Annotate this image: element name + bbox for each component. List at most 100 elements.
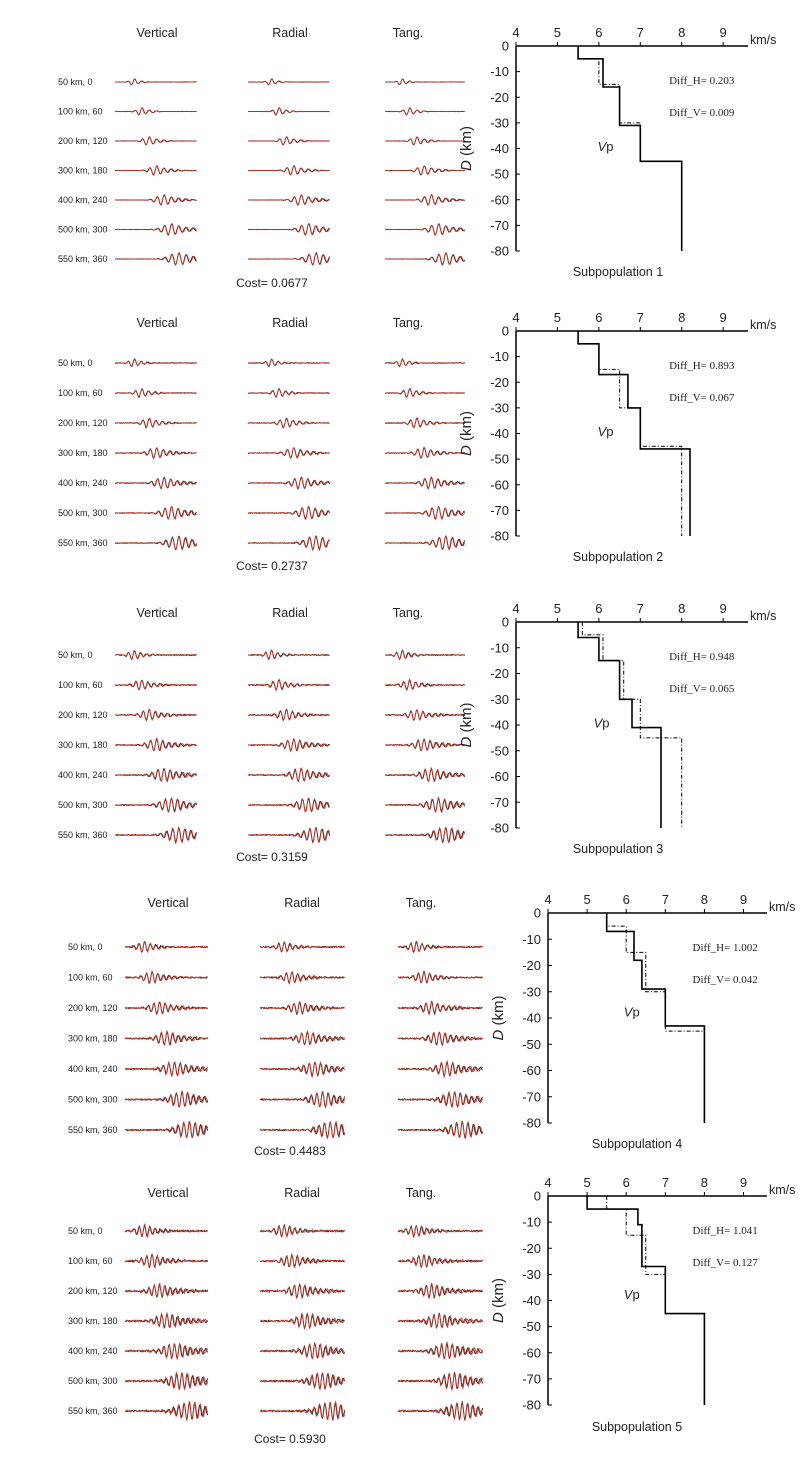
synthetic-trace xyxy=(384,251,465,266)
station-label: 300 km, 180 xyxy=(58,166,108,176)
column-header-3: Tang. xyxy=(406,1186,437,1200)
station-label: 200 km, 120 xyxy=(58,136,108,146)
synthetic-trace xyxy=(124,1029,209,1046)
velocity-depth-plot: 4 5 6 7 8 9 km/s 0 -10 -20 -30 -40 -50 -60 -70 -80 D (km… xyxy=(458,601,776,836)
vp-profile-label-symbol: V xyxy=(624,1287,634,1302)
synthetic-trace xyxy=(247,136,330,146)
synthetic-trace xyxy=(114,737,197,752)
depth-tick-label: -10 xyxy=(490,349,509,364)
depth-tick-label: -80 xyxy=(522,1398,541,1413)
station-label: 500 km, 300 xyxy=(58,800,108,810)
depth-tick-label: -50 xyxy=(490,452,509,467)
depth-axis-title: D (km) xyxy=(490,995,507,1040)
depth-axis-title: D (km) xyxy=(458,702,475,747)
depth-axis-title-symbol: D xyxy=(490,1312,507,1323)
vp-profile-label-symbol: V xyxy=(598,424,608,439)
synthetic-trace xyxy=(114,417,197,429)
synthetic-trace xyxy=(397,1090,484,1109)
model-velocity-profile xyxy=(577,622,662,828)
synthetic-trace xyxy=(124,940,209,954)
vp-profile-label-subscript: p xyxy=(632,1287,639,1302)
velocity-depth-plot: 4 5 6 7 8 9 km/s 0 -10 -20 -30 -40 -50 -60 -70 -80 D (km… xyxy=(490,1175,795,1413)
synthetic-trace xyxy=(115,797,197,814)
depth-tick-label: -70 xyxy=(490,503,509,518)
synthetic-trace xyxy=(247,358,330,368)
station-label: 550 km, 360 xyxy=(58,254,108,264)
velocity-tick-label: 5 xyxy=(583,1175,590,1190)
depth-tick-label: -20 xyxy=(490,375,509,390)
depth-tick-label: 0 xyxy=(534,1189,541,1204)
depth-tick-label: -50 xyxy=(490,743,509,758)
velocity-tick-label: 4 xyxy=(512,25,519,40)
station-label: 400 km, 240 xyxy=(68,1064,118,1074)
synthetic-trace xyxy=(397,1120,483,1140)
synthetic-trace xyxy=(124,1311,209,1329)
synthetic-trace xyxy=(114,78,197,86)
cost-value: Cost= 0.5930 xyxy=(254,1432,326,1446)
vp-profile-label-symbol: V xyxy=(624,1005,634,1020)
column-header-2: Radial xyxy=(272,316,307,330)
synthetic-trace xyxy=(259,1253,346,1269)
subpopulation-title: Subpopulation 5 xyxy=(592,1420,682,1434)
station-label: 100 km, 60 xyxy=(58,107,103,117)
depth-tick-label: -60 xyxy=(522,1345,541,1360)
station-label: 100 km, 60 xyxy=(68,973,113,983)
synthetic-trace xyxy=(259,1343,346,1360)
synthetic-trace xyxy=(114,505,197,521)
velocity-tick-label: 8 xyxy=(701,892,708,907)
synthetic-trace xyxy=(384,222,465,236)
synthetic-trace xyxy=(385,796,466,814)
depth-tick-label: -80 xyxy=(522,1116,541,1131)
velocity-tick-label: 7 xyxy=(637,601,644,616)
synthetic-trace xyxy=(124,1401,209,1422)
velocity-tick-label: 6 xyxy=(595,601,602,616)
station-label: 200 km, 120 xyxy=(68,1003,118,1013)
synthetic-trace xyxy=(384,709,466,722)
depth-tick-label: -20 xyxy=(490,666,509,681)
synthetic-trace xyxy=(384,417,466,429)
column-header-2: Radial xyxy=(284,1186,319,1200)
synthetic-trace xyxy=(384,387,465,398)
synthetic-trace xyxy=(384,506,466,521)
synthetic-trace xyxy=(385,826,465,844)
depth-tick-label: -40 xyxy=(522,1011,541,1026)
synthetic-trace xyxy=(397,970,483,984)
synthetic-trace xyxy=(114,535,197,551)
depth-tick-label: 0 xyxy=(534,906,541,921)
synthetic-trace xyxy=(247,107,330,116)
synthetic-trace xyxy=(397,1341,484,1360)
synthetic-trace xyxy=(114,387,197,399)
depth-tick-label: -40 xyxy=(490,141,509,156)
column-header-1: Vertical xyxy=(137,316,178,330)
synthetic-trace xyxy=(124,1001,209,1016)
station-label: 50 km, 0 xyxy=(58,77,93,87)
synthetic-trace xyxy=(247,535,330,552)
synthetic-trace xyxy=(397,940,483,954)
depth-tick-label: -80 xyxy=(490,821,509,836)
reference-velocity-profile xyxy=(581,622,683,828)
synthetic-trace xyxy=(259,1400,346,1421)
station-label: 500 km, 300 xyxy=(58,225,108,235)
synthetic-trace xyxy=(124,1282,209,1299)
depth-tick-label: 0 xyxy=(502,615,509,630)
reference-velocity-profile xyxy=(577,331,683,536)
synthetic-trace xyxy=(114,222,197,236)
depth-tick-label: -70 xyxy=(490,218,509,233)
column-header-1: Vertical xyxy=(148,896,189,910)
synthetic-trace xyxy=(397,1401,484,1422)
synthetic-trace xyxy=(114,194,197,206)
synthetic-trace xyxy=(247,78,330,86)
depth-axis-title-symbol: D xyxy=(458,160,475,171)
column-header-3: Tang. xyxy=(393,606,424,620)
cost-value: Cost= 0.4483 xyxy=(254,1144,326,1158)
velocity-tick-label: 9 xyxy=(740,892,747,907)
vp-profile-label-subscript: p xyxy=(632,1005,639,1020)
velocity-tick-label: 9 xyxy=(740,1175,747,1190)
panel-4: Vertical Radial Tang. 50 km, 0 100 km, 60 200… xyxy=(68,892,795,1158)
synthetic-trace xyxy=(114,135,197,146)
column-header-1: Vertical xyxy=(148,1186,189,1200)
station-label: 200 km, 120 xyxy=(68,1286,118,1296)
synthetic-trace xyxy=(247,738,330,753)
depth-tick-label: -50 xyxy=(490,167,509,182)
